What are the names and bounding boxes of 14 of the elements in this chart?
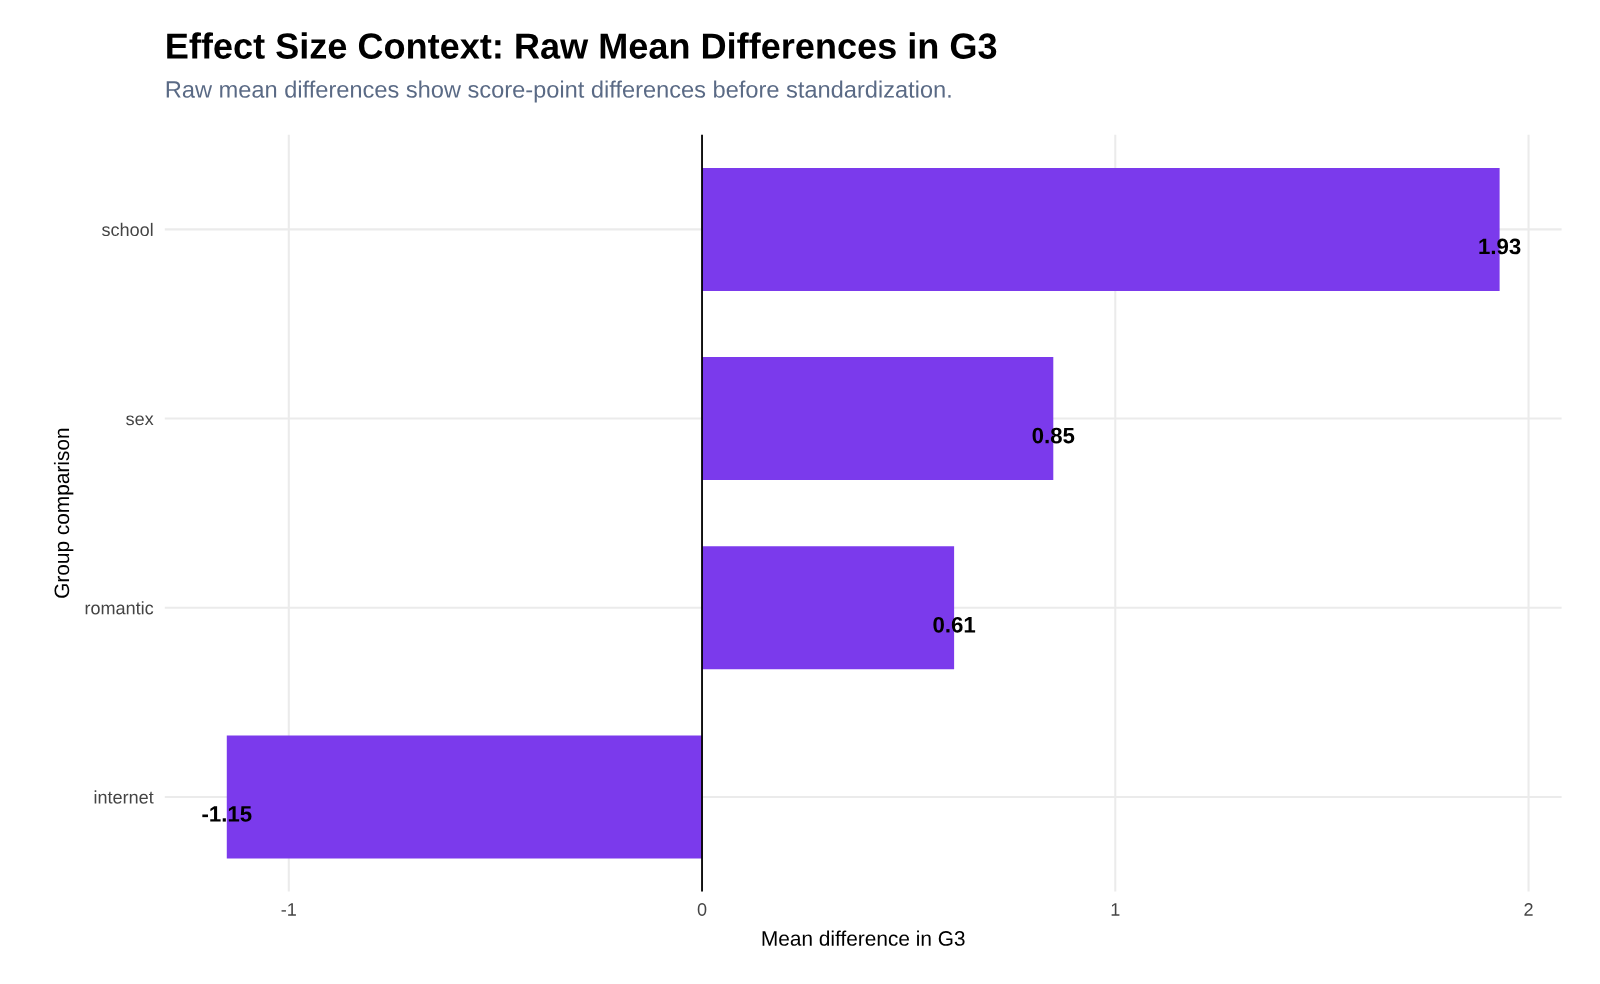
y-tick-label: internet [94,790,154,804]
y-tick-label: school [102,222,153,237]
chart-subtitle: Raw mean differences show score-point differences before standardization. [166,80,951,103]
x-tick-label: 0 [697,903,707,916]
chart-title: Effect Size Context: Raw Mean Differences in G3 [167,32,997,59]
x-tick-label: 1 [1111,903,1120,916]
x-axis-title: Mean difference in G3 [762,930,965,946]
x-tick-label: -1 [281,903,296,916]
y-tick-label: romantic [85,601,154,615]
x-tick-label: 2 [1524,903,1533,916]
y-axis-title: Group comparison [53,428,74,598]
data-label: 0.61 [933,616,976,633]
data-label: -1.15 [202,806,252,822]
y-tick-label: sex [126,415,154,426]
